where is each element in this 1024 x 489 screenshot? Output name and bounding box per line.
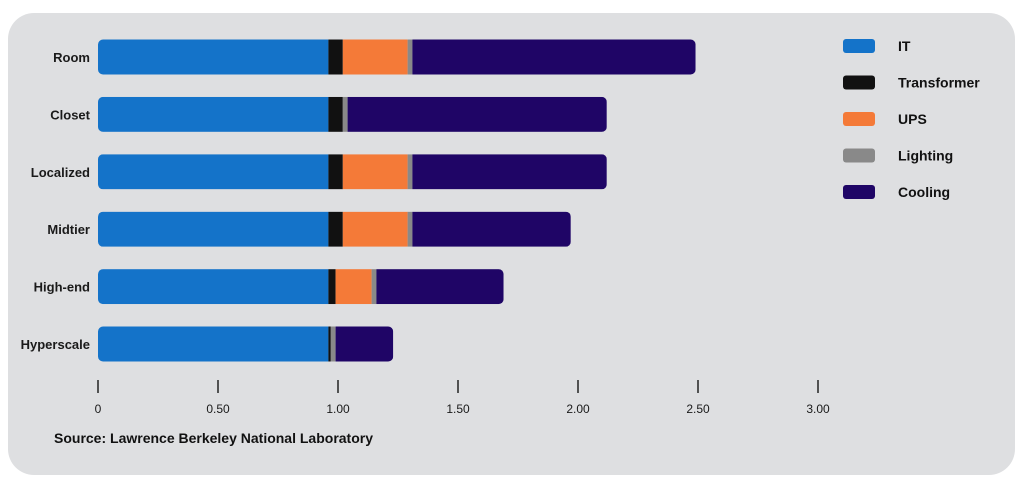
category-label: Closet	[50, 107, 90, 122]
bar-row-room	[98, 39, 696, 75]
bar-segment-it	[98, 211, 329, 247]
x-tick-label: 0.50	[206, 402, 230, 416]
bars-layer	[98, 39, 696, 362]
category-label: Room	[53, 50, 90, 65]
bar-segment-transformer	[328, 154, 343, 190]
legend: IT Transformer UPS Lighting Cooling	[843, 38, 980, 200]
bar-segment-transformer	[328, 326, 331, 362]
bar-segment-lighting	[330, 326, 336, 362]
bar-segment-lighting	[407, 39, 413, 75]
source-note: Source: Lawrence Berkeley National Labor…	[54, 430, 373, 446]
legend-label-lighting: Lighting	[898, 148, 953, 164]
bar-row-hyperscale	[98, 326, 394, 362]
category-label: Localized	[31, 165, 90, 180]
bar-segment-ups	[342, 39, 408, 75]
bar-row-high-end	[98, 269, 504, 305]
legend-swatch-cooling	[843, 185, 875, 199]
bar-segment-it	[98, 96, 329, 132]
bar-segment-cooling	[335, 326, 394, 362]
x-tick-label: 1.00	[326, 402, 350, 416]
legend-label-it: IT	[898, 38, 911, 54]
bar-segment-lighting	[371, 269, 377, 305]
category-label: High-end	[34, 280, 90, 295]
bar-segment-ups	[335, 269, 372, 305]
legend-swatch-ups	[843, 112, 875, 126]
bar-segment-transformer	[328, 211, 343, 247]
bar-segment-transformer	[328, 39, 343, 75]
bar-row-localized	[98, 154, 607, 190]
x-tick-label: 2.00	[566, 402, 590, 416]
legend-swatch-lighting	[843, 148, 875, 163]
x-tick-label: 1.50	[446, 402, 470, 416]
bar-segment-it	[98, 154, 329, 190]
category-label: Midtier	[47, 222, 90, 237]
bar-segment-cooling	[412, 39, 696, 75]
bar-segment-cooling	[412, 211, 571, 247]
bar-row-midtier	[98, 211, 571, 247]
bar-segment-it	[98, 269, 329, 305]
x-axis: 0 0.50 1.00 1.50 2.00 2.50 3.00	[95, 380, 830, 416]
bar-row-closet	[98, 96, 607, 132]
x-tick-label: 0	[95, 402, 102, 416]
bar-segment-transformer	[328, 96, 343, 132]
category-labels: Room Closet Localized Midtier High-end Hypers…	[21, 50, 91, 352]
legend-label-ups: UPS	[898, 111, 927, 127]
legend-label-transformer: Transformer	[898, 75, 980, 91]
bar-segment-cooling	[412, 154, 607, 190]
legend-swatch-transformer	[843, 75, 875, 90]
bar-segment-lighting	[407, 154, 413, 190]
bar-segment-it	[98, 326, 329, 362]
bar-segment-lighting	[342, 96, 348, 132]
bar-segment-it	[98, 39, 329, 75]
legend-swatch-it	[843, 39, 875, 53]
bar-segment-cooling	[347, 96, 607, 132]
bar-segment-ups	[342, 211, 408, 247]
x-tick-label: 3.00	[806, 402, 830, 416]
bar-segment-lighting	[407, 211, 413, 247]
category-label: Hyperscale	[21, 337, 90, 352]
bar-segment-transformer	[328, 269, 336, 305]
x-tick-label: 2.50	[686, 402, 710, 416]
legend-label-cooling: Cooling	[898, 184, 950, 200]
bar-segment-ups	[342, 154, 408, 190]
bar-segment-cooling	[376, 269, 504, 305]
